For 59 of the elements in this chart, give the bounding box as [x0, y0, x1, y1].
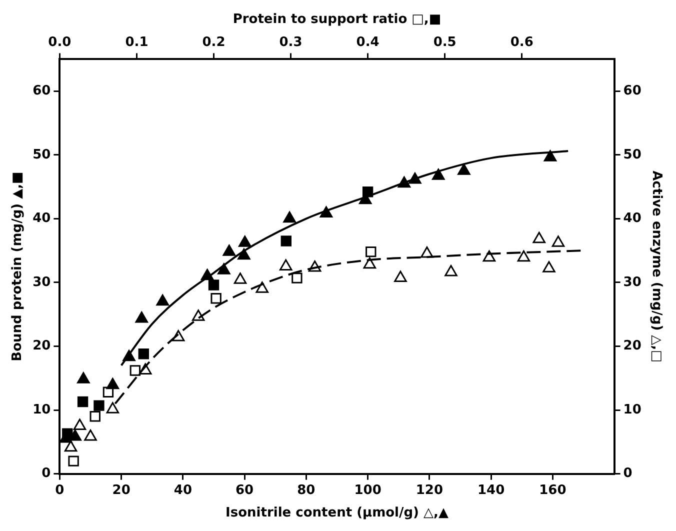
point	[552, 236, 565, 247]
x-tick-label: 140	[477, 482, 505, 498]
y2-tick-label: 20	[623, 338, 642, 354]
x2-tick-label: 0.0	[48, 34, 72, 50]
line-series	[120, 150, 570, 366]
point	[432, 168, 445, 180]
point	[279, 259, 292, 270]
y-tick-label: 50	[32, 147, 51, 162]
point	[544, 150, 557, 162]
y-tick-label: 40	[32, 211, 51, 226]
y2-tick-label: 30	[623, 274, 642, 290]
point	[517, 250, 530, 262]
point	[135, 312, 148, 323]
point	[106, 378, 120, 390]
point	[532, 232, 546, 244]
point	[238, 236, 252, 247]
x2-tick-label: 0.2	[202, 34, 226, 50]
y-tick-label: 60	[32, 83, 51, 98]
y-tick-label: 30	[32, 274, 51, 290]
point	[542, 261, 556, 272]
point	[73, 418, 86, 430]
y-tick-label: 10	[32, 402, 51, 418]
x-tick-label: 40	[174, 482, 192, 498]
x2-tick-label: 0.5	[433, 34, 456, 50]
point	[222, 244, 236, 256]
x-tick-label: 120	[416, 482, 444, 498]
y2-tick-label: 10	[623, 402, 642, 418]
point	[84, 430, 97, 441]
point	[458, 164, 470, 175]
x2-axis-title: Protein to support ratio □,■	[232, 12, 442, 28]
point	[64, 440, 78, 452]
x2-tick-label: 0.1	[125, 34, 148, 50]
y2-tick-label: 60	[623, 83, 642, 98]
x2-tick-label: 0.4	[356, 34, 380, 50]
point	[283, 211, 296, 223]
x2-tick-label: 0.3	[279, 34, 302, 50]
y-tick-label: 0	[42, 466, 51, 482]
x-tick-label: 80	[297, 482, 316, 498]
y-tick-label: 20	[32, 338, 51, 354]
x2-tick-label: 0.6	[510, 34, 534, 50]
point	[77, 372, 90, 384]
x-tick-label: 0	[55, 482, 64, 498]
y2-tick-label: 40	[623, 211, 642, 226]
x-axis-title: Isonitrile content (μmol/g) △,▲	[226, 506, 448, 521]
point	[394, 270, 407, 282]
y2-axis-title: Active enzyme (mg/g) △,□	[648, 170, 664, 362]
point	[218, 263, 230, 274]
point	[234, 272, 247, 284]
point	[363, 257, 376, 269]
y2-tick-label: 50	[623, 147, 642, 162]
x-tick-label: 60	[236, 482, 254, 498]
x-tick-label: 100	[354, 482, 382, 498]
y-axis-title: Bound protein (mg/g) ▲,■	[10, 172, 26, 362]
point	[444, 264, 458, 276]
point	[156, 294, 169, 306]
x-tick-label: 160	[539, 482, 566, 498]
x-tick-label: 20	[112, 482, 130, 498]
point	[106, 402, 120, 414]
y2-tick-label: 0	[623, 466, 632, 482]
